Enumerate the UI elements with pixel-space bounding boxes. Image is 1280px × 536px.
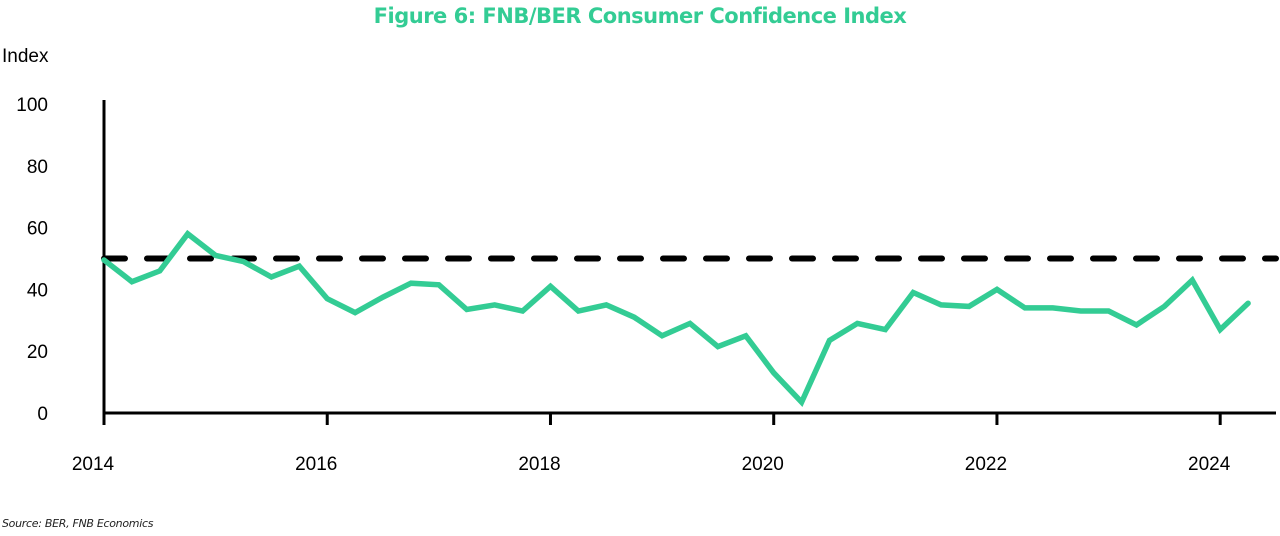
source-note: Source: BER, FNB Economics [2, 517, 154, 530]
y-tick-label: 0 [37, 404, 48, 425]
x-tick-label: 2014 [72, 454, 115, 475]
tick-labels: 0 20 40 60 80 100 2014 2016 2018 2020 2022 2024 [16, 95, 1230, 475]
x-tick-label: 2016 [295, 454, 337, 475]
chart-title: Figure 6: FNB/BER Consumer Confidence In… [373, 4, 907, 28]
y-tick-label: 40 [27, 280, 48, 301]
x-tick-label: 2020 [742, 454, 784, 475]
series-line-consumer-confidence [101, 229, 1251, 408]
y-tick-label: 100 [16, 95, 48, 116]
x-tick-label: 2022 [965, 454, 1007, 475]
y-tick-label: 20 [27, 342, 48, 363]
y-tick-label: 60 [27, 219, 48, 240]
y-tick-label: 80 [27, 157, 48, 178]
y-axis-label: Index [2, 46, 49, 67]
axes [102, 100, 1276, 425]
x-tick-label: 2018 [518, 454, 560, 475]
x-tick-label: 2024 [1188, 454, 1231, 475]
series-group [101, 229, 1251, 408]
